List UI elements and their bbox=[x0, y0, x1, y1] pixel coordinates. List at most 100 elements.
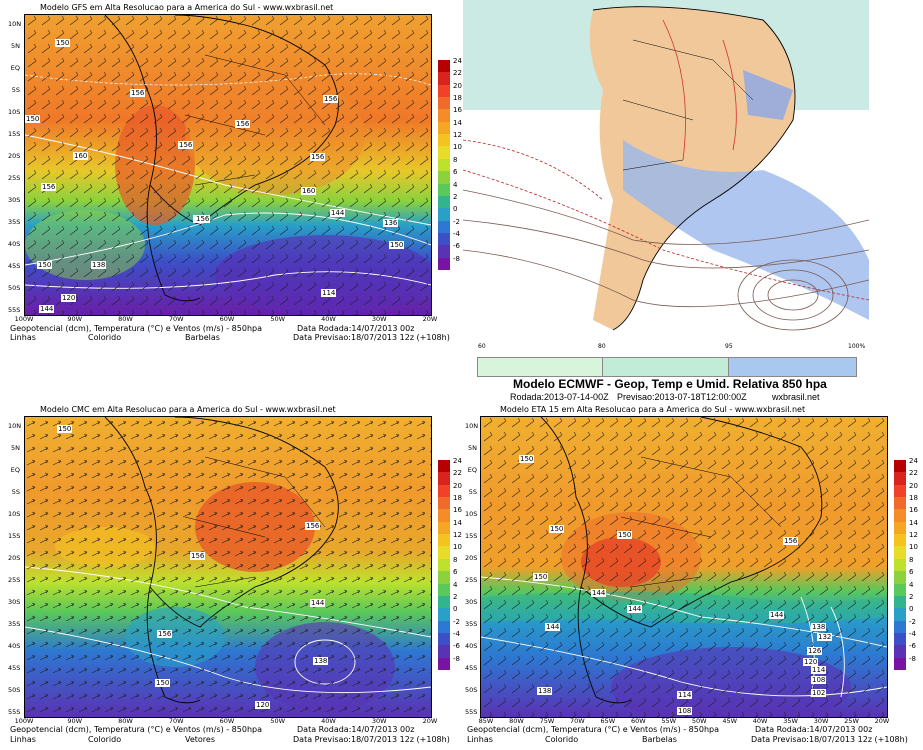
lat-tick-label: 40S bbox=[465, 642, 478, 650]
colorbar-label: 6 bbox=[909, 568, 914, 577]
eta-map: 150 150 150 156 150 144 144 144 138 132 … bbox=[480, 416, 888, 718]
contour-label: 108 bbox=[677, 707, 693, 715]
lat-tick-label: 15S bbox=[8, 130, 21, 138]
contour-label: 120 bbox=[61, 294, 77, 302]
lat-tick-label: 5N bbox=[11, 444, 20, 452]
colorbar-label: 10 bbox=[909, 543, 918, 552]
lon-tick-label: 20W bbox=[422, 315, 438, 323]
lat-tick-label: 20S bbox=[8, 152, 21, 160]
colorbar-label: 22 bbox=[909, 469, 918, 478]
colorbar-segment bbox=[438, 484, 450, 498]
colorbar-scale bbox=[894, 460, 906, 671]
contour-label: 114 bbox=[677, 691, 693, 699]
colorbar-segment bbox=[438, 195, 450, 209]
lat-tick-label: 10S bbox=[8, 108, 21, 116]
colorbar-segment bbox=[438, 645, 450, 659]
colorbar-segment bbox=[438, 245, 450, 259]
lat-tick-label: 10N bbox=[465, 422, 479, 430]
eta-footer-sub-1: Linhas bbox=[467, 735, 493, 744]
ecmwf-legend-swatch-2 bbox=[602, 357, 729, 377]
lon-tick-label: 40W bbox=[321, 717, 336, 725]
lat-tick-label: 50S bbox=[8, 284, 21, 292]
eta-title: Modelo ETA 15 em Alta Resolucao para a A… bbox=[500, 405, 806, 414]
colorbar-segment bbox=[438, 220, 450, 234]
ecmwf-site: wxbrasil.net bbox=[772, 392, 820, 402]
lat-tick-label: 55S bbox=[465, 708, 478, 716]
contour-label: 150 bbox=[549, 525, 565, 533]
lon-tick-label: 60W bbox=[219, 717, 235, 725]
contour-label: 132 bbox=[817, 633, 833, 641]
ecmwf-title: Modelo ECMWF - Geop, Temp e Umid. Relati… bbox=[513, 377, 827, 391]
colorbar-label: 2 bbox=[909, 592, 914, 601]
contour-label: 150 bbox=[55, 39, 71, 47]
gfs-footer-sub-3: Barbelas bbox=[185, 333, 220, 342]
lon-tick-label: 40W bbox=[752, 717, 768, 725]
colorbar-segment bbox=[438, 632, 450, 646]
contour-label: 150 bbox=[155, 679, 171, 687]
lon-tick-label: 70W bbox=[570, 717, 585, 725]
eta-previsao: Data Previsao:18/07/2013 12z (+108h) bbox=[751, 735, 908, 744]
lon-tick-label: 35W bbox=[783, 717, 798, 725]
colorbar-segment bbox=[438, 583, 450, 597]
cmc-footer-sub-3: Vetores bbox=[185, 735, 216, 744]
contour-label: 144 bbox=[545, 623, 561, 631]
colorbar-label: 2 bbox=[453, 192, 458, 201]
colorbar-label: -4 bbox=[453, 229, 460, 238]
lon-tick-label: 50W bbox=[691, 717, 707, 725]
colorbar-segment bbox=[438, 109, 450, 123]
colorbar-label: 14 bbox=[453, 518, 462, 527]
contour-label: 150 bbox=[37, 261, 53, 269]
contour-label: 156 bbox=[157, 630, 173, 638]
colorbar-label: 18 bbox=[453, 494, 462, 503]
colorbar-segment bbox=[894, 571, 906, 585]
lon-tick-label: 100W bbox=[14, 315, 34, 323]
colorbar-segment bbox=[894, 509, 906, 523]
contour-label: 160 bbox=[73, 152, 89, 160]
lon-tick-label: 90W bbox=[67, 717, 83, 725]
colorbar-label: 4 bbox=[453, 180, 458, 189]
lon-tick-label: 100W bbox=[14, 717, 34, 725]
lat-tick-label: 5S bbox=[11, 86, 20, 94]
lon-tick-label: 80W bbox=[118, 315, 133, 323]
colorbar-segment bbox=[438, 171, 450, 185]
lat-tick-label: 45S bbox=[8, 262, 21, 270]
colorbar-segment bbox=[438, 146, 450, 160]
cmc-footer-left: Geopotencial (dcm), Temperatura (°C) e V… bbox=[10, 725, 262, 734]
contour-label: 156 bbox=[190, 552, 206, 560]
lat-tick-label: 15S bbox=[8, 532, 21, 540]
colorbar-label: -2 bbox=[453, 617, 460, 626]
lon-tick-label: 80W bbox=[509, 717, 524, 725]
colorbar-segment bbox=[438, 620, 450, 634]
colorbar-label: 8 bbox=[909, 555, 914, 564]
contour-label: 120 bbox=[255, 701, 271, 709]
gfs-previsao: Data Previsao:18/07/2013 12z (+108h) bbox=[293, 333, 450, 342]
colorbar-segment bbox=[438, 121, 450, 135]
lat-tick-label: 45S bbox=[465, 664, 478, 672]
colorbar-segment bbox=[438, 558, 450, 572]
contour-label: 150 bbox=[617, 531, 633, 539]
ecmwf-map bbox=[463, 0, 869, 338]
lat-tick-label: 15S bbox=[465, 532, 478, 540]
gfs-map-graphic bbox=[25, 15, 431, 315]
lat-tick-label: 10N bbox=[8, 20, 22, 28]
colorbar-segment bbox=[438, 657, 450, 671]
colorbar-segment bbox=[894, 534, 906, 547]
contour-label: 156 bbox=[310, 153, 326, 161]
colorbar-segment bbox=[438, 571, 450, 585]
contour-label: 114 bbox=[811, 666, 827, 674]
colorbar-label: 20 bbox=[909, 481, 918, 490]
cmc-footer-sub-1: Linhas bbox=[10, 735, 36, 744]
colorbar-segment bbox=[438, 521, 450, 535]
contour-label: 156 bbox=[783, 537, 799, 545]
contour-label: 150 bbox=[57, 425, 73, 433]
lat-tick-label: 40S bbox=[8, 642, 21, 650]
contour-label: 150 bbox=[519, 455, 535, 463]
colorbar-label: -2 bbox=[909, 617, 916, 626]
colorbar-label: 16 bbox=[909, 506, 918, 515]
lon-tick-label: 30W bbox=[371, 717, 387, 725]
lat-tick-label: 55S bbox=[8, 306, 21, 314]
colorbar-label: 6 bbox=[453, 568, 458, 577]
lat-tick-label: 25S bbox=[8, 576, 21, 584]
contour-label: 144 bbox=[39, 305, 55, 313]
gfs-rodada: Data Rodada:14/07/2013 00z bbox=[297, 324, 415, 333]
